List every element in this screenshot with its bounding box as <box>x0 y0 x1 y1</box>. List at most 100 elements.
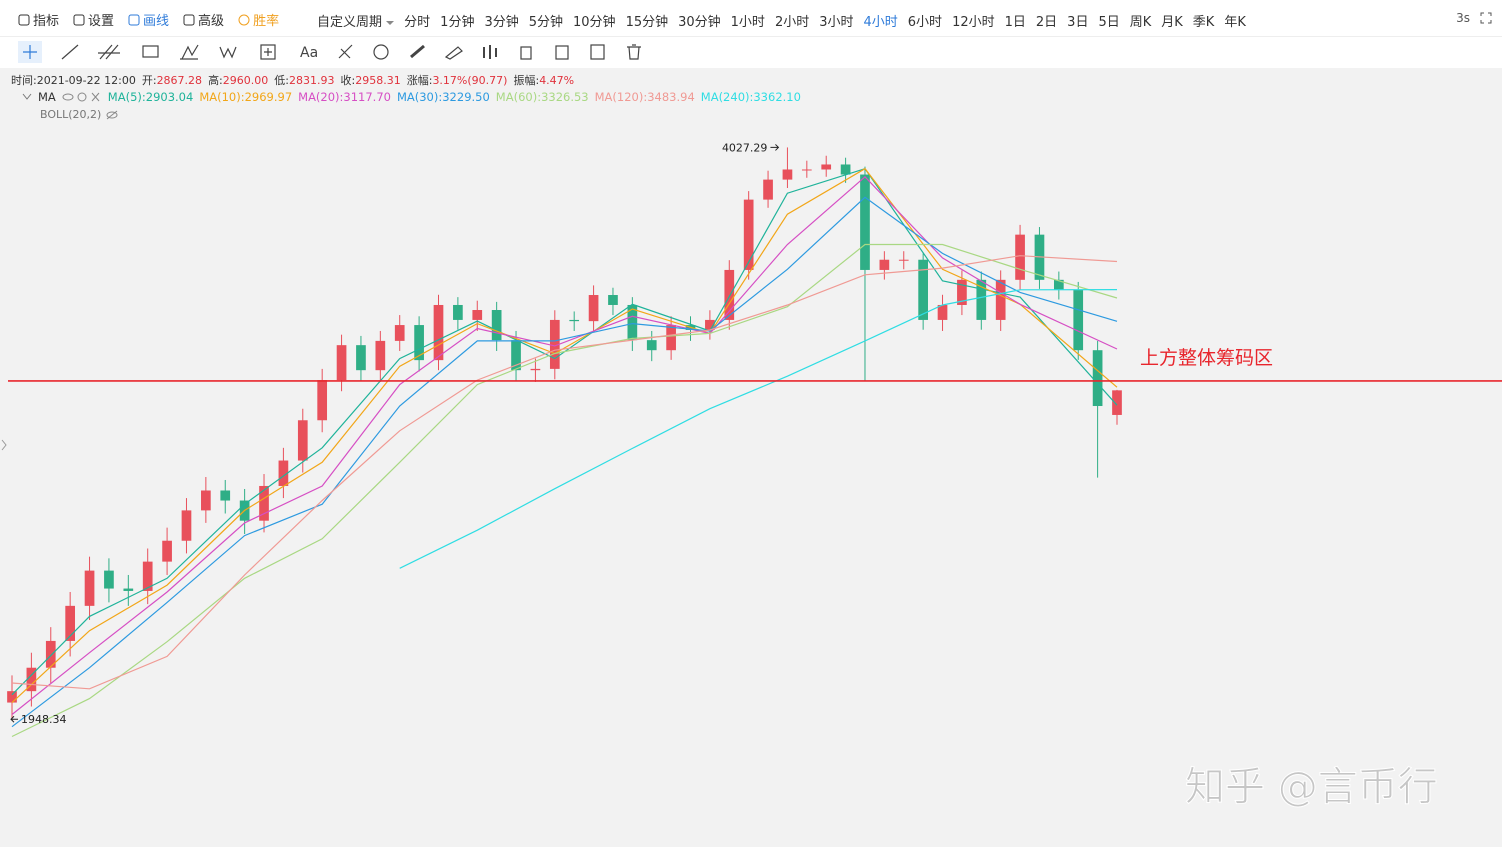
candle-body <box>627 304 638 341</box>
candle-body <box>1092 350 1103 407</box>
candle-body <box>336 345 347 381</box>
period-button[interactable]: 2日 <box>1035 15 1058 30</box>
period-button[interactable]: 季K <box>1192 15 1215 30</box>
period-button[interactable]: 15分钟 <box>625 15 669 30</box>
period-button[interactable]: 1日 <box>1004 15 1026 30</box>
ma-line <box>11 196 1118 728</box>
period-button[interactable]: 10分钟 <box>573 15 616 30</box>
info-value: 2867.28 <box>156 74 203 87</box>
collapse-icon[interactable] <box>22 93 32 101</box>
tool-magnet[interactable] <box>373 44 389 60</box>
collapse-handle[interactable] <box>1 439 7 451</box>
candle-body <box>646 340 657 351</box>
info-value: 2831.93 <box>289 74 335 87</box>
period-button[interactable]: 12小时 <box>952 15 995 30</box>
tool-ruler[interactable] <box>338 44 353 59</box>
period-button[interactable]: 1分钟 <box>440 15 475 30</box>
ma-line <box>11 255 1118 690</box>
candle-body <box>317 380 328 421</box>
period-button[interactable]: 月K <box>1161 15 1183 30</box>
period-button[interactable]: 3小时 <box>819 15 854 30</box>
candle-body <box>414 325 424 361</box>
candle-body <box>181 510 192 541</box>
tool-button[interactable]: 指标 <box>18 10 59 29</box>
candle-body <box>937 304 948 320</box>
period-button[interactable]: 5分钟 <box>528 15 564 30</box>
tool-label: 高级 <box>198 14 225 29</box>
tool-lock[interactable] <box>520 46 532 60</box>
tool-measure[interactable] <box>260 44 276 60</box>
fullscreen-icon[interactable] <box>1480 12 1492 24</box>
candle-body <box>104 570 114 589</box>
tool-fib[interactable] <box>180 44 199 60</box>
tool-pen[interactable] <box>410 44 425 59</box>
candle-body <box>821 164 832 170</box>
candle-body <box>549 319 560 369</box>
custom-period-label: 自定义周期 <box>317 15 383 30</box>
period-button[interactable]: 5日 <box>1098 15 1120 30</box>
info-label: 时间: <box>11 74 37 87</box>
tool-channel[interactable] <box>98 44 120 60</box>
tool-bars[interactable] <box>483 45 497 59</box>
period-button[interactable]: 30分钟 <box>678 15 721 30</box>
tool-label: 画线 <box>143 14 170 29</box>
period-button[interactable]: 分时 <box>404 15 431 30</box>
tool-eraser[interactable] <box>444 46 463 60</box>
candle-body <box>65 605 76 641</box>
candle-body <box>840 164 851 175</box>
candle-body <box>201 490 211 511</box>
ohlc-info: 时间:2021-09-22 12:00 开:2867.28 高:2960.00 低:2… <box>11 72 580 88</box>
candle-body <box>860 174 870 270</box>
tool-delete[interactable] <box>627 44 641 60</box>
period-button[interactable]: 3日 <box>1067 15 1089 30</box>
tool-group: 指标 设置 画线 高级 胜率 <box>18 10 279 29</box>
candle-body <box>569 319 580 322</box>
period-button[interactable]: 年K <box>1224 15 1246 30</box>
tool-button[interactable]: 设置 <box>73 10 114 29</box>
tool-note[interactable] <box>590 44 605 60</box>
custom-period[interactable]: 自定义周期 <box>317 11 395 30</box>
tool-rect[interactable] <box>142 45 159 58</box>
tool-wave[interactable] <box>219 46 237 59</box>
tool-icon <box>18 14 30 25</box>
tool-measure-plus[interactable] <box>264 48 272 56</box>
tool-copy[interactable] <box>555 45 569 60</box>
tool-crosshair[interactable] <box>23 45 37 59</box>
candle-body <box>918 259 928 320</box>
plot-area: 上方整体筹码区 4027.29 1948.34 <box>7 141 1502 738</box>
candle-body <box>491 310 502 341</box>
info-value: 2958.31 <box>355 74 401 87</box>
tool-icon <box>183 14 195 25</box>
candle-body <box>957 279 967 305</box>
period-group: 自定义周期 分时 1分钟 3分钟 5分钟 10分钟 15分钟 30分钟 1小时 2小时 3小时 4小… <box>317 11 1246 30</box>
legend-entry: MA(120):3483.94 <box>594 90 695 104</box>
tool-button[interactable]: 画线 <box>128 10 169 29</box>
tool-button[interactable]: 胜率 <box>238 10 279 29</box>
candle-body <box>511 340 521 371</box>
tool-line[interactable] <box>61 44 79 60</box>
info-label: 高: <box>208 74 223 87</box>
candle-body <box>1053 279 1064 290</box>
tool-text[interactable]: Aa <box>300 45 318 61</box>
candle-body <box>1073 289 1084 351</box>
tool-button[interactable]: 高级 <box>183 10 224 29</box>
period-button[interactable]: 1小时 <box>730 15 765 30</box>
period-button[interactable]: 2小时 <box>774 15 810 30</box>
period-button[interactable]: 6小时 <box>907 15 943 30</box>
indicator-icons[interactable] <box>62 91 102 103</box>
chart-background <box>0 68 1502 847</box>
ma-line <box>399 289 1118 569</box>
candle-body <box>995 279 1006 320</box>
tool-icon <box>238 14 250 25</box>
candle-body <box>782 169 793 180</box>
hidden-icon[interactable] <box>106 110 118 120</box>
drawing-toolbar: Aa <box>0 37 1502 68</box>
period-button[interactable]: 4小时 <box>863 15 898 30</box>
max-label: 4027.29 <box>722 141 768 154</box>
indicator-name: MA <box>38 90 56 104</box>
refresh-interval[interactable]: 3s <box>1456 11 1470 25</box>
period-button[interactable]: 3分钟 <box>484 15 519 30</box>
period-button[interactable]: 周K <box>1129 15 1152 30</box>
